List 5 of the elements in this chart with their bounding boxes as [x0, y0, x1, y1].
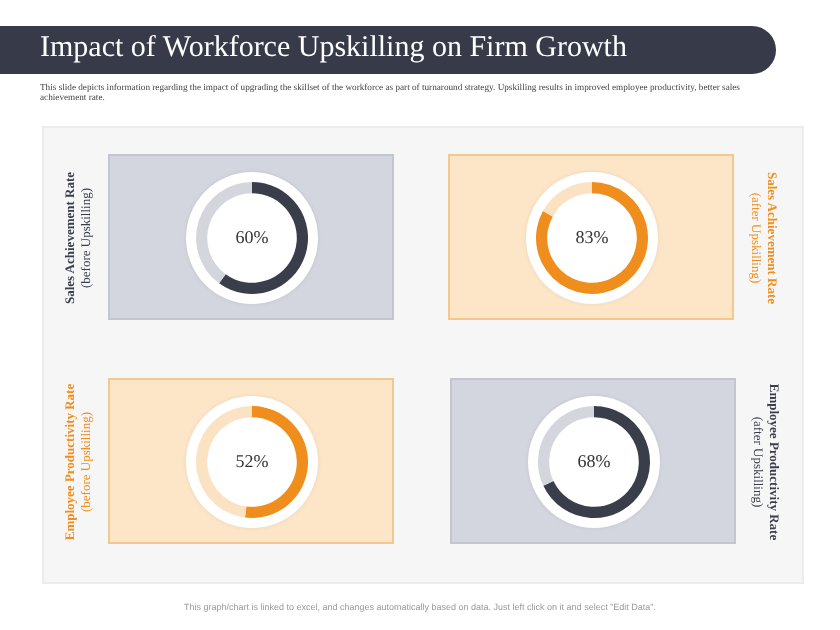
data-label: 68%: [576, 449, 611, 470]
text: Impact of Workforce Upskilling on Firm Growth: [40, 32, 627, 66]
data-label: 60%: [234, 225, 269, 246]
data-label: 52%: [234, 449, 269, 470]
data-label: 83%: [574, 225, 609, 246]
